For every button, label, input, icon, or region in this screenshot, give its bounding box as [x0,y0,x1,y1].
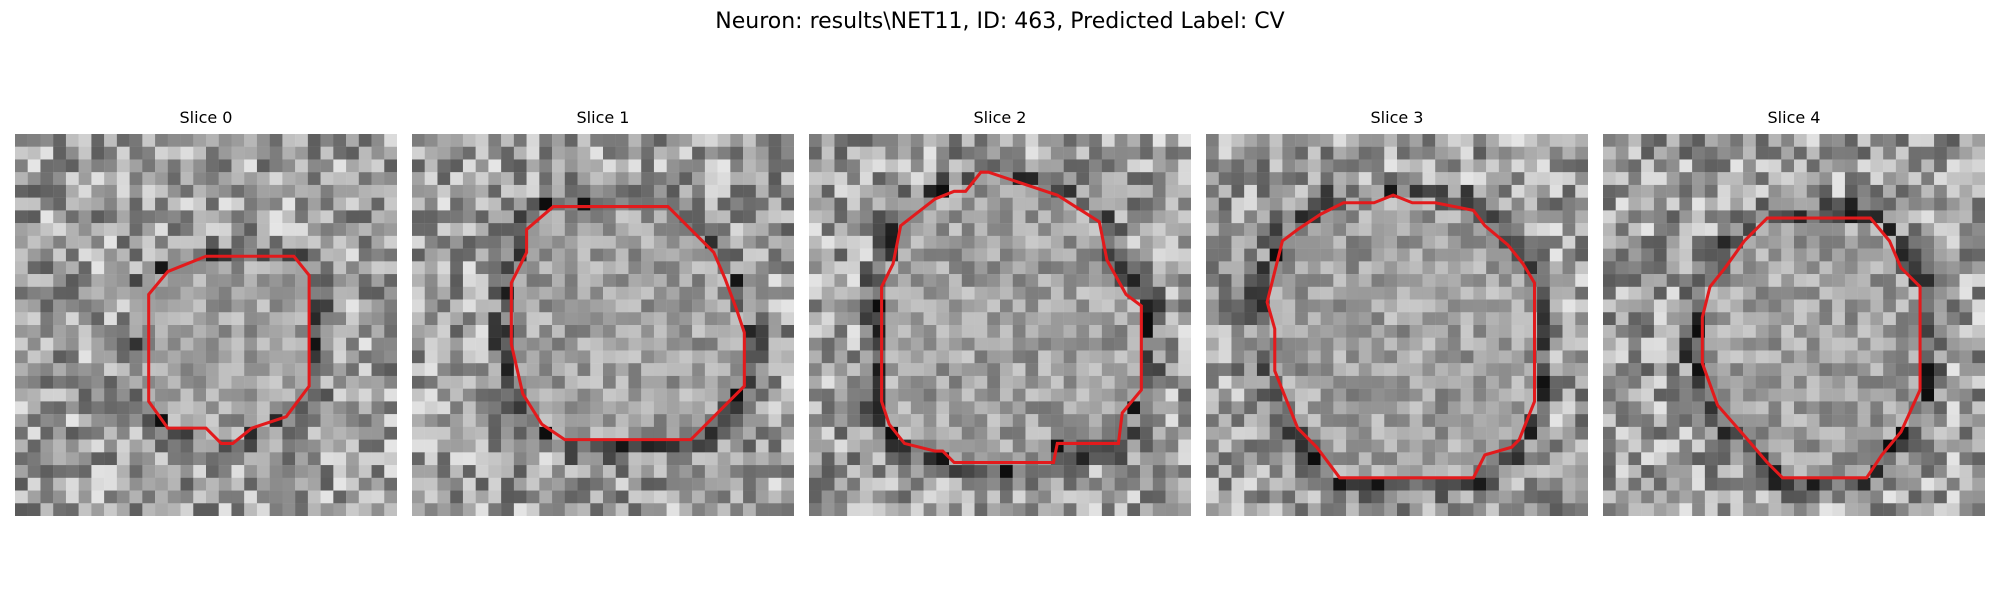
slice-title-3: Slice 3 [1370,108,1424,127]
segmentation-contour [509,205,746,442]
slice-title-0: Slice 0 [179,108,233,127]
slice-panel-1: Slice 1 [412,108,794,516]
slice-image-1 [412,134,794,516]
slice-panel-4: Slice 4 [1603,108,1985,516]
slice-image-3 [1206,134,1588,516]
slice-panel-0: Slice 0 [15,108,397,516]
segmentation-contour [1700,216,1922,480]
slice-title-2: Slice 2 [973,108,1027,127]
slice-image-0 [15,134,397,516]
segmentation-contour [147,254,311,445]
slice-panel-3: Slice 3 [1206,108,1588,516]
slice-title-4: Slice 4 [1767,108,1821,127]
slice-panel-2: Slice 2 [809,108,1191,516]
slice-image-2 [809,134,1191,516]
slice-image-4 [1603,134,1985,516]
figure-title: Neuron: results\NET11, ID: 463, Predicte… [715,9,1285,34]
segmentation-contour [880,170,1143,465]
segmentation-contour [1265,193,1537,480]
slice-title-1: Slice 1 [576,108,630,127]
